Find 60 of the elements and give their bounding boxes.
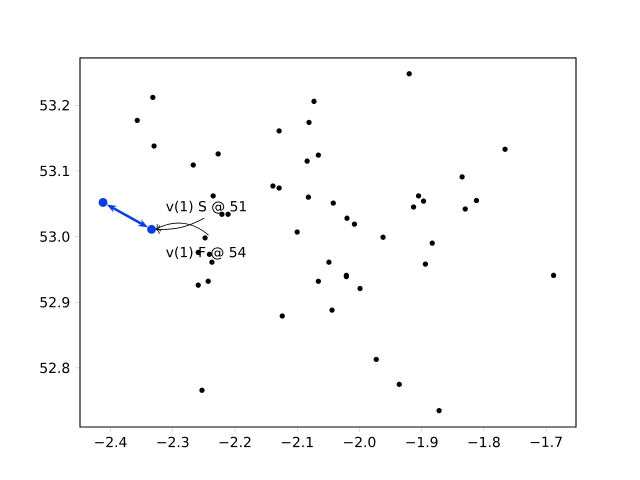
y-tick-label: 53.0: [40, 231, 70, 242]
point: [326, 260, 332, 265]
point: [462, 206, 468, 212]
y-tick-label: 52.8: [40, 362, 70, 374]
point: [225, 212, 231, 217]
point: [206, 278, 211, 284]
point: [210, 193, 216, 199]
x-tick-label: −2.1: [282, 436, 313, 448]
point: [344, 216, 350, 221]
point: [276, 185, 282, 191]
point: [196, 282, 201, 288]
x-tick-label: −1.8: [468, 436, 500, 448]
point: [306, 194, 312, 200]
point: [416, 193, 422, 199]
point: [202, 235, 208, 241]
point: [357, 286, 363, 292]
point: [550, 272, 556, 278]
point: [199, 388, 205, 393]
point: [98, 198, 108, 207]
x-tick-label: −2.0: [344, 436, 376, 448]
x-tick-label: −2.3: [157, 436, 188, 448]
point: [316, 152, 321, 158]
y-tick-label: 52.9: [40, 296, 70, 308]
point: [276, 128, 282, 134]
annotation: v(1) S @ 51: [166, 200, 246, 214]
point: [422, 262, 428, 267]
point: [420, 198, 426, 204]
point: [410, 204, 416, 210]
y-tick-label: 53.1: [40, 166, 69, 176]
point: [304, 158, 310, 164]
point: [436, 408, 442, 414]
point: [316, 278, 321, 284]
y-tick-label: 53.2: [40, 100, 69, 111]
x-tick-label: −2.2: [220, 436, 250, 448]
point: [502, 146, 508, 152]
point: [474, 198, 480, 204]
point: [329, 307, 335, 313]
x-tick-label: −1.7: [530, 436, 562, 447]
x-tick-label: −2.4: [95, 436, 127, 448]
point: [280, 313, 285, 319]
point: [150, 94, 156, 100]
point: [430, 240, 435, 246]
point: [190, 162, 196, 168]
point: [270, 183, 276, 189]
point: [396, 382, 402, 387]
point: [311, 98, 317, 104]
point: [209, 260, 215, 265]
point: [330, 200, 336, 206]
point: [216, 151, 221, 156]
point: [134, 118, 140, 124]
x-tick-label: −1.9: [406, 436, 438, 448]
point: [147, 224, 156, 234]
point: [151, 143, 157, 149]
point: [459, 174, 465, 180]
point: [352, 221, 358, 227]
point: [380, 234, 386, 240]
point: [374, 356, 379, 362]
point: [406, 71, 412, 76]
point: [294, 229, 300, 235]
point: [306, 120, 312, 125]
